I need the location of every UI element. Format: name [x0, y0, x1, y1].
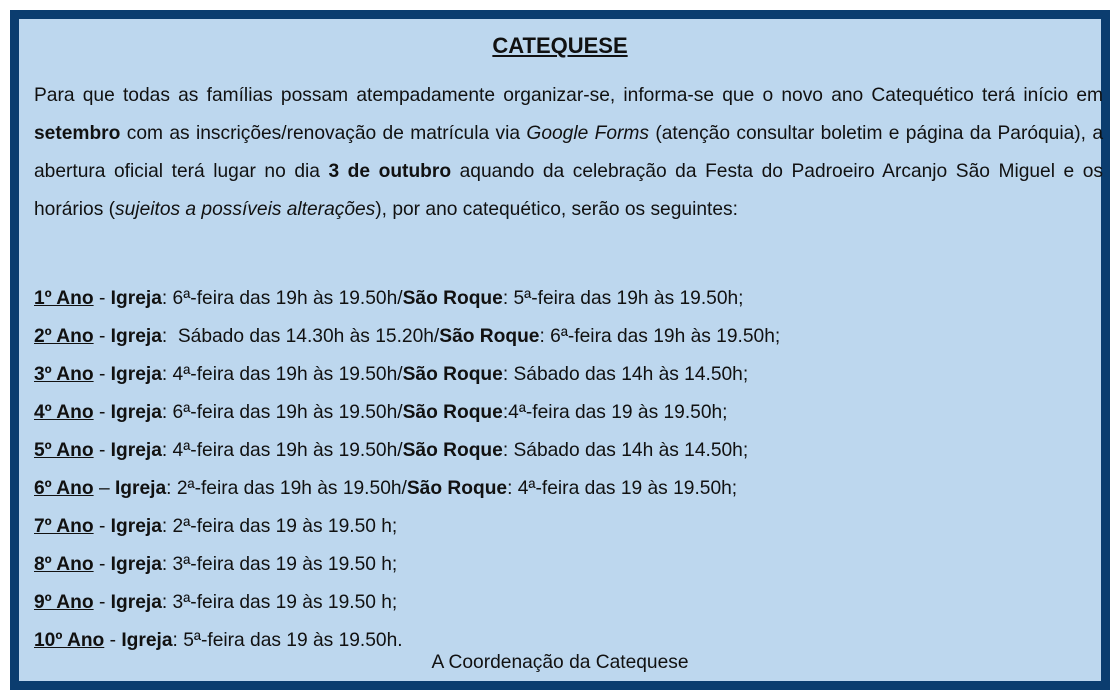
schedule-sao-roque-label: São Roque: [402, 288, 503, 309]
schedule-sao-roque-label: São Roque: [402, 364, 503, 385]
schedule-row: 7º Ano - Igreja: 2ª-feira das 19 às 19.5…: [34, 508, 780, 546]
schedule-row: 2º Ano - Igreja: Sábado das 14.30h às 15…: [34, 318, 780, 356]
schedule-row: 10º Ano - Igreja: 5ª-feira das 19 às 19.…: [34, 622, 780, 660]
schedule-time: : 4ª-feira das 19h às 19.50h/: [161, 364, 403, 385]
intro-italic-note: sujeitos a possíveis alterações: [115, 199, 376, 220]
schedule-church-label: Igreja: [121, 630, 173, 651]
schedule-church-label: Igreja: [110, 440, 162, 461]
schedule-sao-roque-label: São Roque: [402, 440, 503, 461]
schedule-church-label: Igreja: [110, 288, 162, 309]
schedule-separator: -: [93, 288, 111, 309]
schedule-time: : Sábado das 14h às 14.50h;: [502, 440, 749, 461]
schedule-time: : 5ª-feira das 19 às 19.50h.: [172, 630, 403, 651]
schedule-separator: -: [93, 440, 111, 461]
schedule-church-label: Igreja: [110, 516, 162, 537]
intro-text: aquando da celebração da Festa do Padroe…: [34, 161, 1104, 220]
schedule-row: 1º Ano - Igreja: 6ª-feira das 19h às 19.…: [34, 280, 780, 318]
signature: A Coordenação da Catequese: [431, 652, 689, 673]
schedule-year: 3º Ano: [34, 364, 94, 385]
intro-text: (atenção consultar boletim e página da P…: [34, 123, 1104, 182]
schedule-church-label: Igreja: [110, 554, 162, 575]
schedule-separator: -: [93, 326, 111, 347]
schedule-year: 4º Ano: [34, 402, 94, 423]
schedule-separator: -: [93, 402, 111, 423]
schedule-year: 10º Ano: [34, 630, 105, 651]
schedule-time: : 4ª-feira das 19 às 19.50h;: [507, 478, 738, 499]
schedule-year: 5º Ano: [34, 440, 94, 461]
schedule-separator: -: [93, 592, 111, 613]
schedule-separator: -: [93, 364, 111, 385]
schedule-separator: -: [93, 554, 111, 575]
schedule-row: 6º Ano – Igreja: 2ª-feira das 19h às 19.…: [34, 470, 780, 508]
intro-text: com as inscrições/renovação de matrícula…: [120, 123, 527, 144]
schedule-time: :4ª-feira das 19 às 19.50h;: [502, 402, 728, 423]
schedule-separator: -: [93, 516, 111, 537]
schedule-time: : 6ª-feira das 19h às 19.50h/: [161, 288, 403, 309]
schedule-time: : 3ª-feira das 19 às 19.50 h;: [161, 592, 398, 613]
schedule-church-label: Igreja: [114, 478, 167, 499]
notice-box: CATEQUESE Para que todas as famílias pos…: [10, 10, 1110, 690]
schedule-row: 4º Ano - Igreja: 6ª-feira das 19h às 19.…: [34, 394, 780, 432]
schedule-time: : 6ª-feira das 19h às 19.50h/: [161, 402, 403, 423]
schedule-time: : 5ª-feira das 19h às 19.50h;: [502, 288, 744, 309]
schedule-church-label: Igreja: [110, 364, 162, 385]
intro-paragraph: Para que todas as famílias possam atempa…: [34, 77, 1103, 229]
schedule-sao-roque-label: São Roque: [402, 402, 503, 423]
schedule-separator: –: [93, 478, 115, 499]
schedule-time: : 2ª-feira das 19 às 19.50 h;: [161, 516, 398, 537]
intro-text: ), por ano catequético, serão os seguint…: [375, 199, 738, 220]
schedule-row: 3º Ano - Igreja: 4ª-feira das 19h às 19.…: [34, 356, 780, 394]
schedule-sao-roque-label: São Roque: [406, 478, 508, 499]
schedule-list: 1º Ano - Igreja: 6ª-feira das 19h às 19.…: [34, 280, 780, 660]
schedule-time: : 2ª-feira das 19h às 19.50h/: [166, 478, 407, 499]
schedule-time: : 4ª-feira das 19h às 19.50h/: [161, 440, 403, 461]
schedule-time: : Sábado das 14.30h às 15.20h/: [161, 326, 440, 347]
schedule-year: 7º Ano: [34, 516, 94, 537]
intro-text: Para que todas as famílias possam atempa…: [34, 85, 1103, 106]
schedule-year: 6º Ano: [34, 478, 94, 499]
schedule-time: : 6ª-feira das 19h às 19.50h;: [539, 326, 781, 347]
schedule-row: 5º Ano - Igreja: 4ª-feira das 19h às 19.…: [34, 432, 780, 470]
intro-bold-september: setembro: [34, 123, 121, 144]
schedule-row: 8º Ano - Igreja: 3ª-feira das 19 às 19.5…: [34, 546, 780, 584]
schedule-row: 9º Ano - Igreja: 3ª-feira das 19 às 19.5…: [34, 584, 780, 622]
notice-title: CATEQUESE: [492, 33, 628, 58]
schedule-year: 1º Ano: [34, 288, 94, 309]
schedule-year: 2º Ano: [34, 326, 94, 347]
schedule-church-label: Igreja: [110, 592, 162, 613]
schedule-church-label: Igreja: [110, 402, 162, 423]
schedule-year: 8º Ano: [34, 554, 94, 575]
schedule-sao-roque-label: São Roque: [439, 326, 540, 347]
schedule-separator: -: [104, 630, 122, 651]
schedule-time: : Sábado das 14h às 14.50h;: [502, 364, 749, 385]
schedule-time: : 3ª-feira das 19 às 19.50 h;: [161, 554, 398, 575]
intro-bold-date: 3 de outubro: [328, 161, 452, 182]
schedule-year: 9º Ano: [34, 592, 94, 613]
intro-italic-google-forms: Google Forms: [526, 123, 649, 144]
schedule-church-label: Igreja: [110, 326, 162, 347]
